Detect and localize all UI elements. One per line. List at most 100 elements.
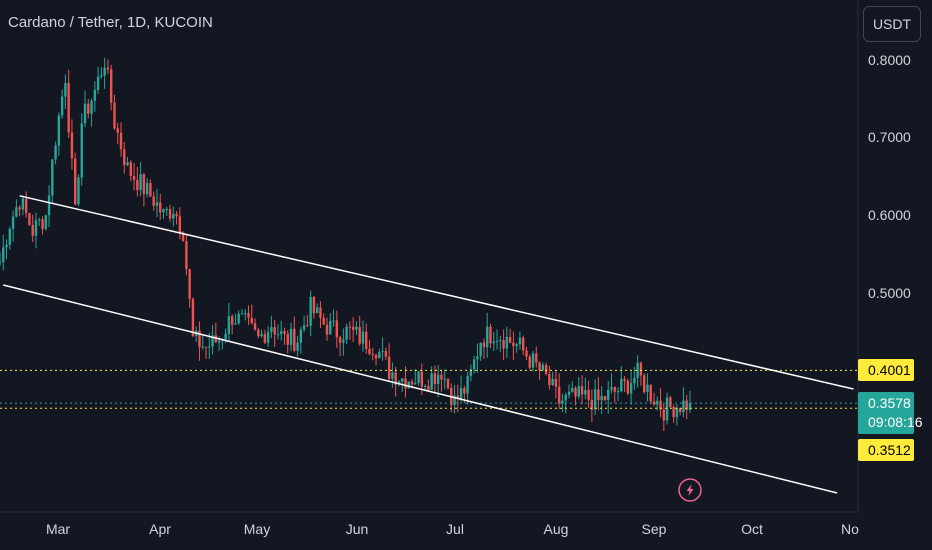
candle-body [358, 326, 361, 344]
candle-body [80, 123, 83, 178]
candle-body [345, 326, 348, 340]
candle-body [607, 389, 610, 401]
candle-body [136, 179, 139, 191]
candle-body [41, 219, 44, 229]
candle-body [93, 89, 97, 101]
candle-body [237, 313, 240, 324]
candle-body [522, 337, 525, 351]
candle-body [443, 378, 446, 380]
date-tick: Mar [45, 521, 71, 537]
candle-body [469, 369, 473, 376]
candle-body [325, 324, 329, 335]
candle-body [116, 128, 119, 133]
candle-body [31, 225, 34, 236]
date-tick: May [243, 521, 271, 537]
candle-body [489, 326, 492, 344]
currency-button[interactable]: USDT [863, 6, 921, 42]
candle-body [620, 378, 623, 392]
channel-line-upper[interactable] [19, 195, 854, 390]
candle-body [587, 389, 590, 400]
candle-body [656, 400, 659, 405]
candle-body [250, 317, 253, 324]
candle-body [230, 316, 234, 325]
candle-body [342, 339, 345, 343]
date-tick: Aug [543, 521, 569, 537]
candle-body [636, 362, 639, 378]
candle-body [355, 326, 358, 330]
price-tick: 0.8000 [868, 52, 911, 68]
candle-body [472, 359, 476, 370]
candle-body [96, 76, 100, 90]
candle-body [270, 327, 273, 332]
candle-body [554, 378, 558, 387]
candle-body [34, 220, 38, 236]
candle-body [378, 352, 381, 359]
candle-body [633, 377, 636, 384]
candle-body [276, 334, 280, 336]
price-tick: 0.6000 [868, 207, 911, 223]
last-price-badge: 0.3578 09:08:16 [858, 392, 923, 434]
candle-body [401, 378, 404, 382]
candle-body [204, 346, 208, 348]
candle-body [28, 213, 31, 226]
candle-body [172, 213, 175, 219]
candle-body [495, 340, 499, 342]
candle-body [427, 385, 430, 390]
candle-body [113, 102, 116, 129]
candle-body [64, 83, 67, 97]
lightning-icon[interactable] [678, 478, 702, 502]
candle-body [109, 69, 113, 103]
candle-body [420, 371, 424, 387]
candle-body [208, 346, 211, 348]
candle-body [590, 399, 594, 410]
candle-body [567, 391, 571, 395]
candle-body [348, 326, 352, 328]
candle-body [531, 353, 535, 368]
candle-body [273, 327, 276, 335]
candle-body [0, 261, 2, 263]
candle-body [626, 380, 630, 394]
candle-body [436, 374, 440, 384]
candle-body [214, 335, 218, 343]
candles-layer [0, 57, 692, 432]
candle-body [515, 344, 518, 347]
date-tick: No [841, 521, 859, 537]
candle-body [482, 342, 486, 348]
candle-body [224, 333, 227, 340]
candle-body [433, 373, 437, 384]
candle-body [574, 387, 577, 397]
channel-line-lower[interactable] [3, 284, 838, 494]
candle-body [132, 175, 136, 180]
price-tick: 0.5000 [868, 285, 911, 301]
candle-body [387, 356, 391, 379]
candle-body [505, 337, 509, 349]
candle-body [201, 346, 204, 348]
candle-body [548, 374, 551, 385]
candle-body [508, 337, 512, 343]
candle-body [561, 400, 564, 404]
candle-body [410, 381, 414, 385]
candle-body [168, 209, 172, 219]
candle-body [44, 215, 47, 229]
candle-body [8, 228, 12, 245]
last-price-value: 0.3578 [868, 395, 911, 411]
candle-body [257, 329, 260, 337]
candle-body [21, 198, 25, 210]
candle-body [486, 326, 489, 348]
candle-body [678, 407, 682, 413]
candle-body [361, 331, 365, 344]
countdown-timer: 09:08:16 [868, 414, 923, 430]
candle-body [404, 378, 407, 389]
candle-body [293, 328, 296, 351]
candle-body [446, 378, 450, 388]
candle-body [299, 329, 303, 343]
candle-body [456, 395, 459, 399]
candle-body [610, 387, 613, 390]
candle-body [623, 378, 626, 381]
candle-body [106, 67, 110, 70]
candle-body [87, 103, 90, 114]
candle-body [682, 400, 685, 413]
candle-body [544, 364, 548, 375]
level-badge-lower: 0.3512 [858, 439, 914, 461]
